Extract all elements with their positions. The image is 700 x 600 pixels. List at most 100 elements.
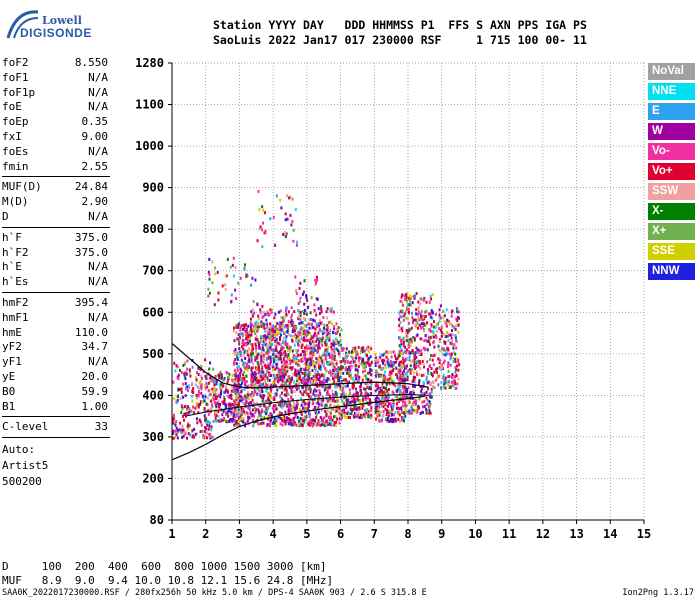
echo-point [321,330,324,334]
echo-point [360,392,363,396]
echo-point [290,359,293,363]
echo-point [456,382,459,386]
echo-point [267,330,270,334]
echo-point [259,374,262,378]
echo-point [174,435,177,439]
echo-point [266,365,269,369]
echo-point [340,413,343,417]
echo-point [428,312,431,316]
echo-point [272,349,275,353]
echo-point [412,391,415,395]
param-name: fxI [2,129,22,143]
echo-point [235,390,238,394]
echo-point [414,353,417,357]
echo-point [308,402,311,406]
echo-point [367,356,370,360]
echo-point [294,406,297,410]
echo-point [399,375,402,379]
param-value: 110.0 [74,325,108,339]
echo-point [244,329,247,333]
echo-point [233,423,236,427]
echo-point [332,348,335,352]
echo-point [262,354,265,358]
echo-point [382,405,385,409]
echo-point [256,392,259,396]
echo-point [265,399,268,403]
echo-point [367,409,370,413]
echo-point [323,388,326,392]
echo-point [324,354,327,358]
echo-point [260,348,263,352]
echo-point [239,417,242,421]
echo-point [390,369,393,373]
legend-item: SSW [648,183,695,200]
echo-point [391,369,394,373]
echo-point [304,353,307,357]
echo-point [184,381,187,385]
echo-point [219,395,222,399]
echo-point [308,404,310,408]
echo-point [188,424,191,428]
echo-point [397,379,400,383]
echo-point [321,336,324,340]
echo-point [413,338,416,342]
echo-point [182,434,185,438]
echo-point [303,372,306,376]
echo-point [351,357,354,361]
echo-point [331,389,334,393]
chart-grid [171,62,645,521]
echo-point [179,368,181,372]
echo-point [388,373,391,377]
echo-point [419,312,422,316]
echo-point [425,375,428,379]
echo-point [303,331,306,335]
echo-point [360,416,363,420]
echo-point [414,409,417,413]
param-value: N/A [88,70,108,84]
echo-point [334,424,337,428]
echo-point [305,363,308,367]
echo-point [337,404,340,408]
echo-point [291,390,294,394]
echo-point [261,228,264,232]
echo-point [262,221,264,225]
echo-point [318,384,321,388]
echo-point [332,310,335,314]
echo-point [404,406,407,410]
echo-point [416,370,418,374]
echo-point [185,372,188,376]
echo-point [253,325,256,328]
echo-point [258,390,261,394]
x-tick-label: 14 [603,527,617,541]
echo-point [401,398,404,402]
echo-point [303,362,306,366]
echo-point [316,337,319,341]
echo-point [180,370,183,374]
echo-point [388,379,391,383]
echo-point [332,399,335,403]
echo-point [236,412,239,416]
echo-point [208,367,211,371]
echo-point [195,396,198,400]
echo-point [362,370,364,374]
echo-point [180,411,183,415]
echo-point [414,294,417,298]
echo-point [319,368,322,372]
y-tick-label: 200 [142,471,164,485]
echo-point [369,415,371,419]
echo-point [289,349,291,353]
echo-point [322,420,325,424]
echo-point [191,429,194,433]
echo-point [267,415,270,419]
echo-point [278,332,281,335]
echo-point [400,348,403,352]
echo-point [263,401,266,405]
echo-point [426,339,429,343]
echo-point [357,409,360,413]
echo-point [285,394,288,397]
echo-point [173,421,176,425]
echo-point [181,404,183,407]
polarization-legend: NoVal NNE E W Vo- Vo+ SSW X- X+ SSE NNW [648,63,695,283]
echo-point [348,412,351,416]
echo-point [369,355,372,359]
